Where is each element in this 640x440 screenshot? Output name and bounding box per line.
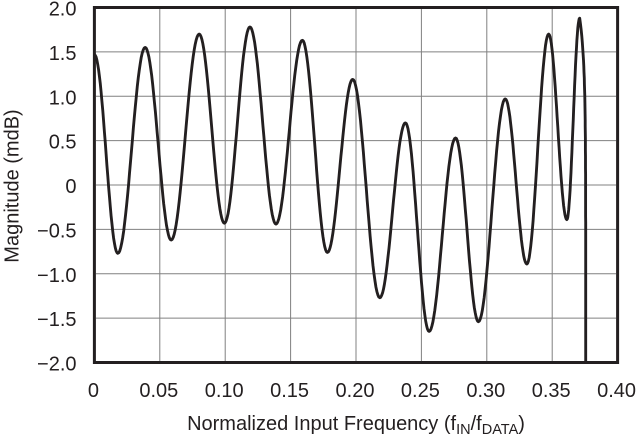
svg-text:0.05: 0.05 bbox=[139, 380, 178, 402]
svg-text:0.10: 0.10 bbox=[205, 380, 244, 402]
svg-text:−2.0: −2.0 bbox=[37, 354, 76, 376]
svg-text:0.25: 0.25 bbox=[401, 380, 440, 402]
svg-text:0.15: 0.15 bbox=[270, 380, 309, 402]
svg-text:0.35: 0.35 bbox=[532, 380, 571, 402]
svg-text:0.40: 0.40 bbox=[597, 380, 636, 402]
svg-text:0: 0 bbox=[65, 176, 76, 198]
svg-text:−0.5: −0.5 bbox=[37, 221, 76, 243]
svg-text:Normalized Input Frequency (fI: Normalized Input Frequency (fIN/fDATA) bbox=[187, 413, 525, 438]
svg-text:0.30: 0.30 bbox=[466, 380, 505, 402]
svg-text:−1.5: −1.5 bbox=[37, 309, 76, 331]
svg-text:1.5: 1.5 bbox=[49, 43, 77, 65]
svg-text:1.0: 1.0 bbox=[49, 87, 77, 109]
svg-text:0: 0 bbox=[88, 380, 99, 402]
svg-text:−1.0: −1.0 bbox=[37, 265, 76, 287]
svg-text:2.0: 2.0 bbox=[49, 0, 77, 21]
svg-text:0.20: 0.20 bbox=[336, 380, 375, 402]
svg-text:0.5: 0.5 bbox=[49, 132, 77, 154]
svg-text:Magnitude (mdB): Magnitude (mdB) bbox=[1, 109, 23, 262]
